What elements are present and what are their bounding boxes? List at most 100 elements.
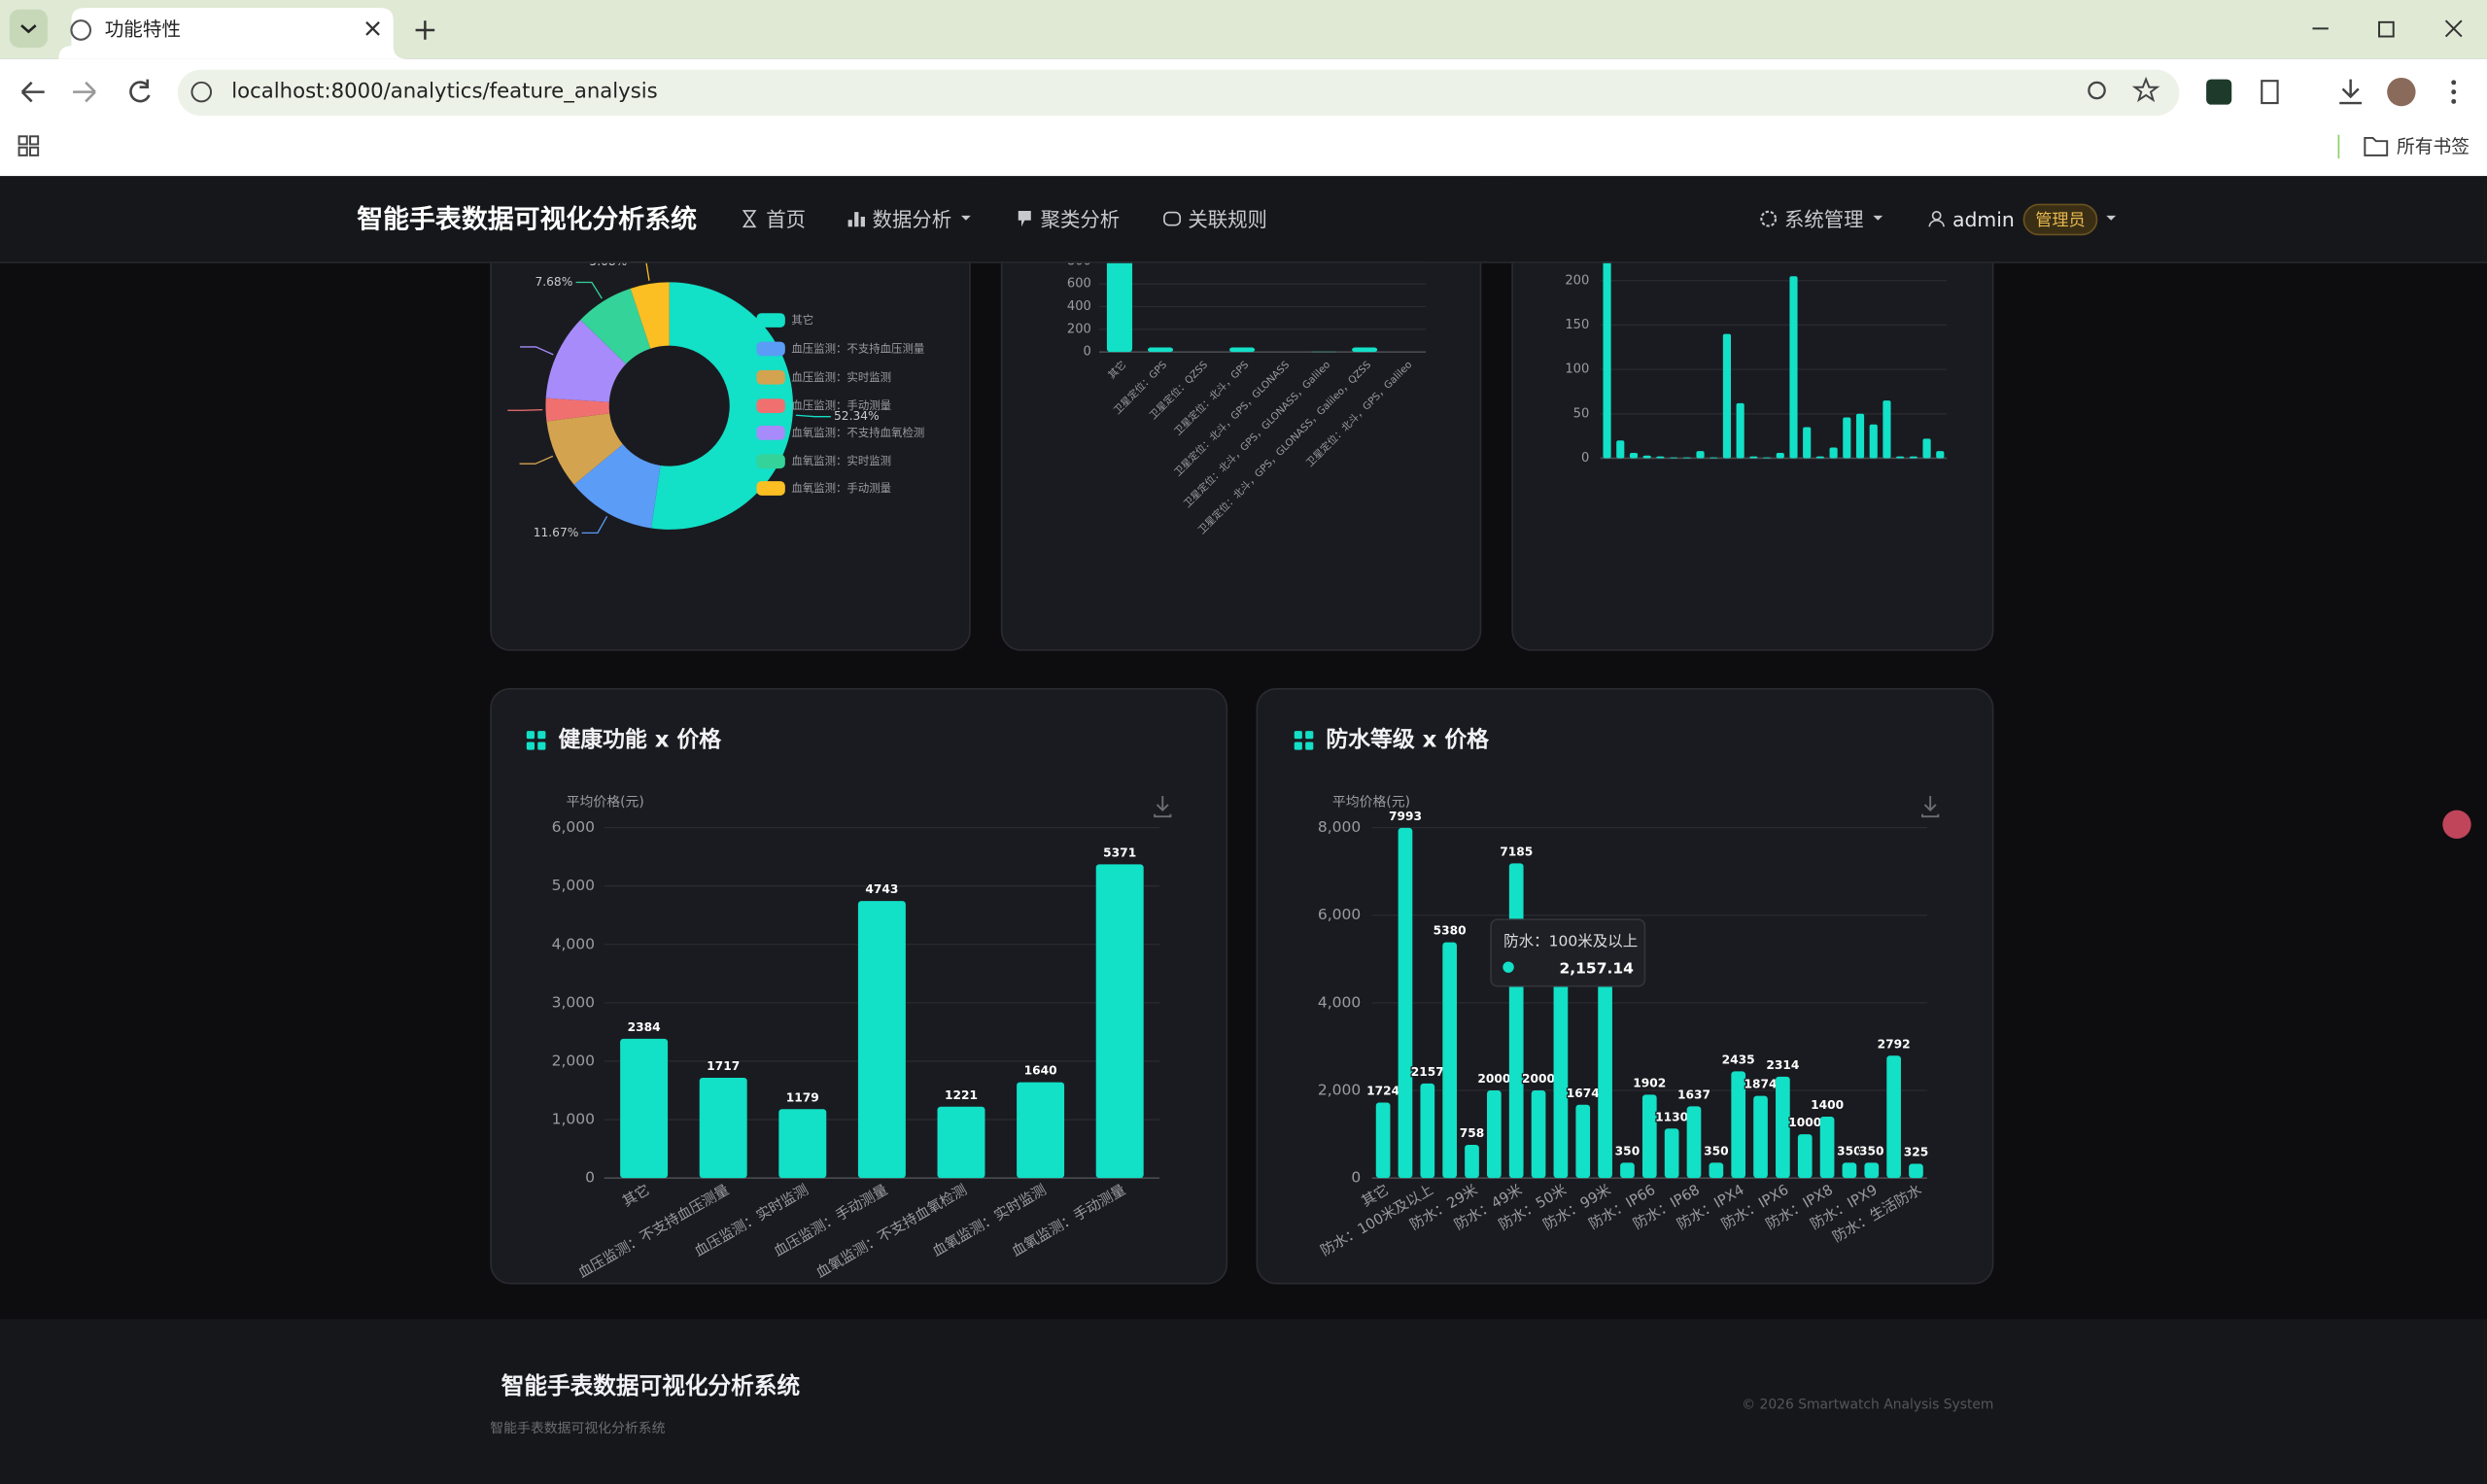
y-tick-label: 6,000 bbox=[1318, 906, 1361, 923]
card-title: 防水等级 x 价格 bbox=[1326, 726, 1490, 752]
data-label: 1221 bbox=[945, 1088, 978, 1102]
y-tick-label: 200 bbox=[1565, 273, 1589, 288]
y-tick-label: 1,000 bbox=[552, 1111, 595, 1128]
data-label: 2000 bbox=[1522, 1072, 1555, 1086]
back[interactable] bbox=[20, 81, 45, 103]
content: 健康功能 x 价格 防水等级 x 价格 52.34% 其它 11.67% 血压监测：不… bbox=[490, 94, 2471, 1285]
zoom-icon[interactable] bbox=[2088, 81, 2106, 100]
label-line bbox=[520, 346, 554, 356]
data-label: 2157 bbox=[1411, 1065, 1444, 1079]
translate-button[interactable] bbox=[2442, 810, 2471, 840]
bar bbox=[1869, 424, 1878, 459]
nav-item[interactable]: 聚类分析 bbox=[1041, 208, 1121, 231]
legend-label: 血氧监测：手动测量 bbox=[791, 481, 891, 495]
data-label: 1717 bbox=[707, 1059, 740, 1073]
bar bbox=[1789, 276, 1798, 459]
bar bbox=[1553, 967, 1569, 1179]
y-tick-label: 0 bbox=[1084, 345, 1091, 360]
bar bbox=[1886, 1055, 1901, 1179]
tab-title: 功能特性 bbox=[105, 17, 181, 40]
legend-swatch bbox=[756, 313, 785, 328]
y-tick-label: 2,000 bbox=[1318, 1082, 1361, 1099]
nav-icon bbox=[1018, 210, 1031, 227]
y-tick-label: 100 bbox=[1565, 362, 1589, 377]
nav-item[interactable]: 数据分析 bbox=[873, 208, 952, 231]
bar bbox=[1641, 1094, 1657, 1179]
extension[interactable] bbox=[2206, 79, 2232, 105]
legend-label: 血压监测：不支持血压测量 bbox=[791, 341, 924, 355]
menu[interactable] bbox=[2451, 80, 2457, 104]
data-label: 325 bbox=[1904, 1146, 1929, 1159]
bookmark-star[interactable] bbox=[2131, 76, 2160, 103]
folder-icon bbox=[2364, 136, 2389, 156]
y-axis-title: 平均价格(元) bbox=[567, 794, 644, 810]
address-bar[interactable] bbox=[177, 69, 2180, 117]
legend-label: 血压监测：实时监测 bbox=[791, 370, 891, 384]
footer-subtitle: 智能手表数据可视化分析系统 bbox=[490, 1421, 665, 1436]
apps[interactable] bbox=[17, 135, 40, 156]
tooltip bbox=[1490, 918, 1646, 987]
bar bbox=[1896, 456, 1905, 459]
restore[interactable] bbox=[2378, 20, 2395, 38]
bar bbox=[1147, 347, 1174, 353]
nav-item[interactable]: 关联规则 bbox=[1188, 208, 1267, 231]
forward[interactable] bbox=[73, 81, 96, 103]
card-icon bbox=[526, 731, 546, 750]
bar bbox=[1442, 942, 1458, 1179]
site-info[interactable] bbox=[190, 81, 213, 103]
bar bbox=[1696, 451, 1705, 459]
y-tick-label: 3,000 bbox=[552, 993, 595, 1011]
footer-copyright: © 2026 Smartwatch Analysis System bbox=[1742, 1397, 1993, 1412]
label-line bbox=[795, 414, 831, 418]
label-line bbox=[575, 281, 603, 299]
pie-slice bbox=[545, 397, 610, 422]
role-badge bbox=[2022, 203, 2098, 236]
active-tab[interactable] bbox=[58, 8, 406, 59]
tab-strip bbox=[0, 0, 2487, 59]
bar bbox=[1017, 1082, 1065, 1179]
avatar[interactable] bbox=[2387, 77, 2416, 107]
downloads[interactable] bbox=[2339, 79, 2363, 105]
bar bbox=[1803, 427, 1812, 459]
data-label: 1674 bbox=[1567, 1087, 1600, 1100]
label-line bbox=[507, 409, 543, 411]
bookmarks-folder[interactable]: 所有书签 bbox=[2397, 136, 2470, 157]
bar bbox=[1776, 452, 1784, 459]
legend-label: 血氧监测：不支持血氧检测 bbox=[791, 426, 924, 439]
y-tick-label: 4,000 bbox=[1318, 993, 1361, 1011]
reload[interactable] bbox=[129, 79, 151, 103]
data-label: 350 bbox=[1837, 1144, 1862, 1157]
data-label: 1902 bbox=[1633, 1077, 1666, 1090]
brand[interactable]: 智能手表数据可视化分析系统 bbox=[357, 203, 697, 234]
bar bbox=[1731, 1071, 1746, 1179]
data-label: 1400 bbox=[1811, 1098, 1844, 1112]
bar bbox=[1829, 447, 1838, 459]
tab-close[interactable] bbox=[365, 21, 380, 36]
extensions[interactable] bbox=[2261, 80, 2279, 105]
bar bbox=[1352, 347, 1378, 353]
user-name[interactable]: admin bbox=[1952, 208, 2015, 231]
tooltip-value: 2,157.14 bbox=[1559, 959, 1634, 977]
y-tick-label: 0 bbox=[1581, 451, 1589, 466]
close-window[interactable] bbox=[2444, 19, 2463, 38]
y-tick-label: 8,000 bbox=[1318, 818, 1361, 836]
bar bbox=[1855, 413, 1865, 459]
nav-item[interactable]: 系统管理 bbox=[1784, 208, 1864, 231]
data-label: 2384 bbox=[628, 1020, 661, 1034]
download-icon[interactable] bbox=[1921, 795, 1940, 818]
y-tick-label: 0 bbox=[1351, 1169, 1361, 1187]
download-icon[interactable] bbox=[1154, 795, 1172, 818]
bar bbox=[1749, 456, 1758, 459]
new-tab[interactable] bbox=[415, 20, 435, 40]
nav-item[interactable]: 首页 bbox=[766, 208, 806, 231]
footer bbox=[0, 1319, 2487, 1484]
data-label: 350 bbox=[1859, 1144, 1884, 1157]
tab-search[interactable] bbox=[9, 9, 48, 48]
bar bbox=[1797, 1134, 1813, 1179]
caret bbox=[1873, 215, 1883, 221]
nav-icon bbox=[1760, 210, 1778, 227]
bar bbox=[699, 1077, 747, 1179]
y-tick-label: 5,000 bbox=[552, 877, 595, 894]
bar bbox=[1936, 451, 1945, 459]
